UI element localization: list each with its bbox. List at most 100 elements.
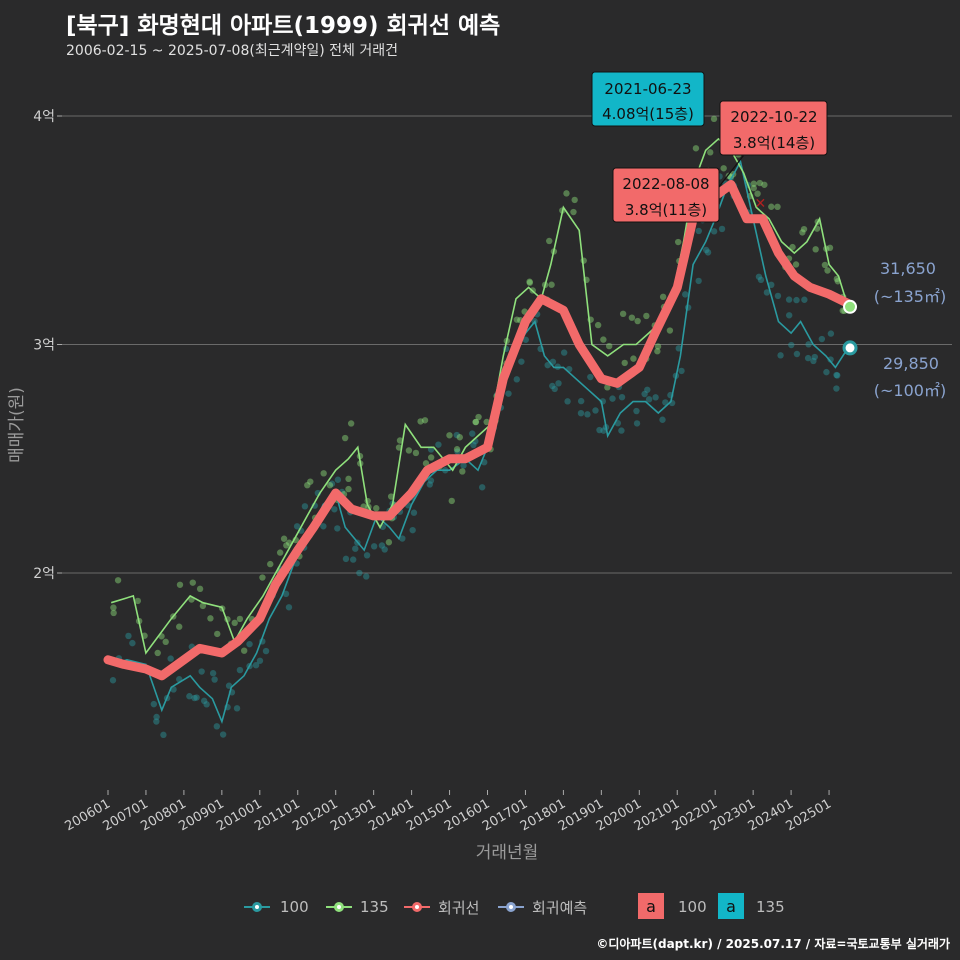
scatter-point-100 (331, 506, 338, 513)
legend-item-100: 100 (242, 893, 309, 921)
scatter-point-100 (381, 546, 388, 553)
scatter-point-135 (472, 418, 479, 426)
source-caption: ©디아파트(dapt.kr) / 2025.07.17 / 자료=국토교통부 실… (596, 937, 950, 951)
annotation-box-0 (591, 71, 705, 127)
legend-swatch-135 (326, 902, 352, 912)
chart-title: [북구] 화명현대 아파트(1999) 회귀선 예측 (66, 13, 501, 39)
scatter-point-135 (707, 149, 714, 156)
scatter-point-135 (385, 539, 393, 546)
scatter-point-135 (472, 418, 480, 426)
scatter-point-100 (785, 296, 793, 303)
scatter-point-100 (584, 411, 591, 418)
scatter-point-100 (659, 416, 666, 423)
scatter-point-100 (785, 312, 793, 319)
scatter-point-100 (522, 336, 529, 343)
scatter-point-135 (643, 312, 650, 320)
scatter-point-100 (356, 569, 363, 577)
prediction-value-135: 31,650 (880, 259, 936, 278)
scatter-point-100 (827, 356, 834, 363)
scatter-point-135 (110, 609, 117, 617)
scatter-point-135 (347, 420, 355, 427)
scatter-point-100 (256, 657, 264, 664)
scatter-point-100 (592, 407, 599, 414)
annotation-leader-2 (717, 155, 744, 189)
scatter-point-100 (320, 523, 327, 530)
scatter-point-100 (153, 718, 160, 725)
scatter-point-135 (725, 172, 733, 180)
scatter-point-100 (219, 731, 227, 738)
scatter-point-100 (293, 523, 301, 530)
scatter-point-135 (412, 449, 420, 457)
scatter-point-135 (594, 321, 602, 329)
legend-item-regression: 회귀선 (402, 893, 479, 921)
scatter-point-135 (448, 497, 455, 505)
scatter-point-100 (755, 273, 763, 280)
scatter-point-100 (618, 427, 625, 434)
scatter-point-135 (800, 225, 808, 233)
legend: 100 135 회귀선 회귀예측 a 100 a 135 (0, 893, 960, 921)
scatter-point-135 (792, 261, 800, 268)
scatter-point-100 (478, 484, 486, 491)
legend-key-red-label: 100 (678, 893, 707, 921)
scatter-point-100 (652, 394, 659, 401)
scatter-point-100 (203, 701, 210, 708)
scatter-point-100 (544, 361, 551, 369)
scatter-point-100 (788, 341, 795, 349)
scatter-point-135 (475, 413, 482, 421)
scatter-point-135 (240, 647, 248, 654)
scatter-point-100 (609, 395, 616, 402)
scatter-point-100 (596, 426, 603, 434)
scatter-point-135 (320, 470, 327, 477)
scatter-point-100 (349, 556, 357, 563)
y-tick-label: 4억 (33, 109, 55, 125)
scatter-point-135 (280, 535, 288, 542)
scatter-point-135 (276, 549, 284, 556)
scatter-point-100 (153, 713, 160, 721)
annotation-date-1: 2022-10-22 (730, 108, 817, 126)
regression-line (103, 180, 853, 681)
scatter-point-135 (659, 293, 667, 301)
scatter-point-100 (426, 481, 434, 488)
scatter-point-100 (768, 281, 775, 289)
scatter-point-100 (352, 545, 359, 552)
prediction-area-100: (~100㎡) (874, 381, 946, 400)
scatter-point-135 (259, 574, 266, 581)
scatter-point-135 (674, 238, 682, 246)
scatter-point-135 (605, 342, 613, 350)
scatter-point-100 (470, 441, 477, 449)
annotation-value-2: 3.8억(11층) (625, 201, 707, 219)
scatter-point-135 (199, 602, 207, 610)
legend-label-regression: 회귀선 (438, 898, 480, 917)
scatter-point-100 (618, 393, 626, 401)
scatter-point-100 (198, 668, 205, 675)
scatter-point-100 (125, 632, 132, 640)
annotation-date-2: 2022-08-08 (622, 175, 709, 193)
scatter-point-135 (396, 437, 404, 444)
scatter-point-100 (167, 655, 174, 662)
scatter-point-100 (328, 480, 336, 487)
scatter-point-135 (513, 316, 521, 323)
scatter-point-100 (564, 398, 571, 405)
scatter-point-100 (285, 604, 293, 611)
scatter-point-100 (600, 427, 607, 434)
legend-key-red-text: 100 (678, 898, 707, 916)
scatter-point-100 (823, 368, 830, 376)
scatter-point-135 (326, 481, 334, 489)
prediction-value-100: 29,850 (883, 354, 939, 373)
max-marker-icon: ✕ (754, 196, 766, 212)
scatter-point-100 (209, 670, 217, 677)
scatter-point-135 (110, 604, 117, 611)
scatter-point-135 (774, 203, 781, 211)
scatter-point-100 (801, 296, 808, 303)
scatter-point-100 (818, 335, 826, 343)
scatter-point-100 (334, 476, 342, 483)
scatter-point-100 (777, 352, 784, 359)
annotation-date-0: 2021-06-23 (604, 80, 691, 98)
scatter-point-100 (370, 543, 378, 550)
scatter-point-135 (666, 327, 674, 334)
scatter-point-135 (754, 190, 761, 197)
scatter-point-100 (810, 357, 817, 365)
scatter-point-100 (774, 292, 782, 300)
scatter-point-135 (526, 279, 534, 286)
scatter-point-100 (334, 525, 341, 532)
